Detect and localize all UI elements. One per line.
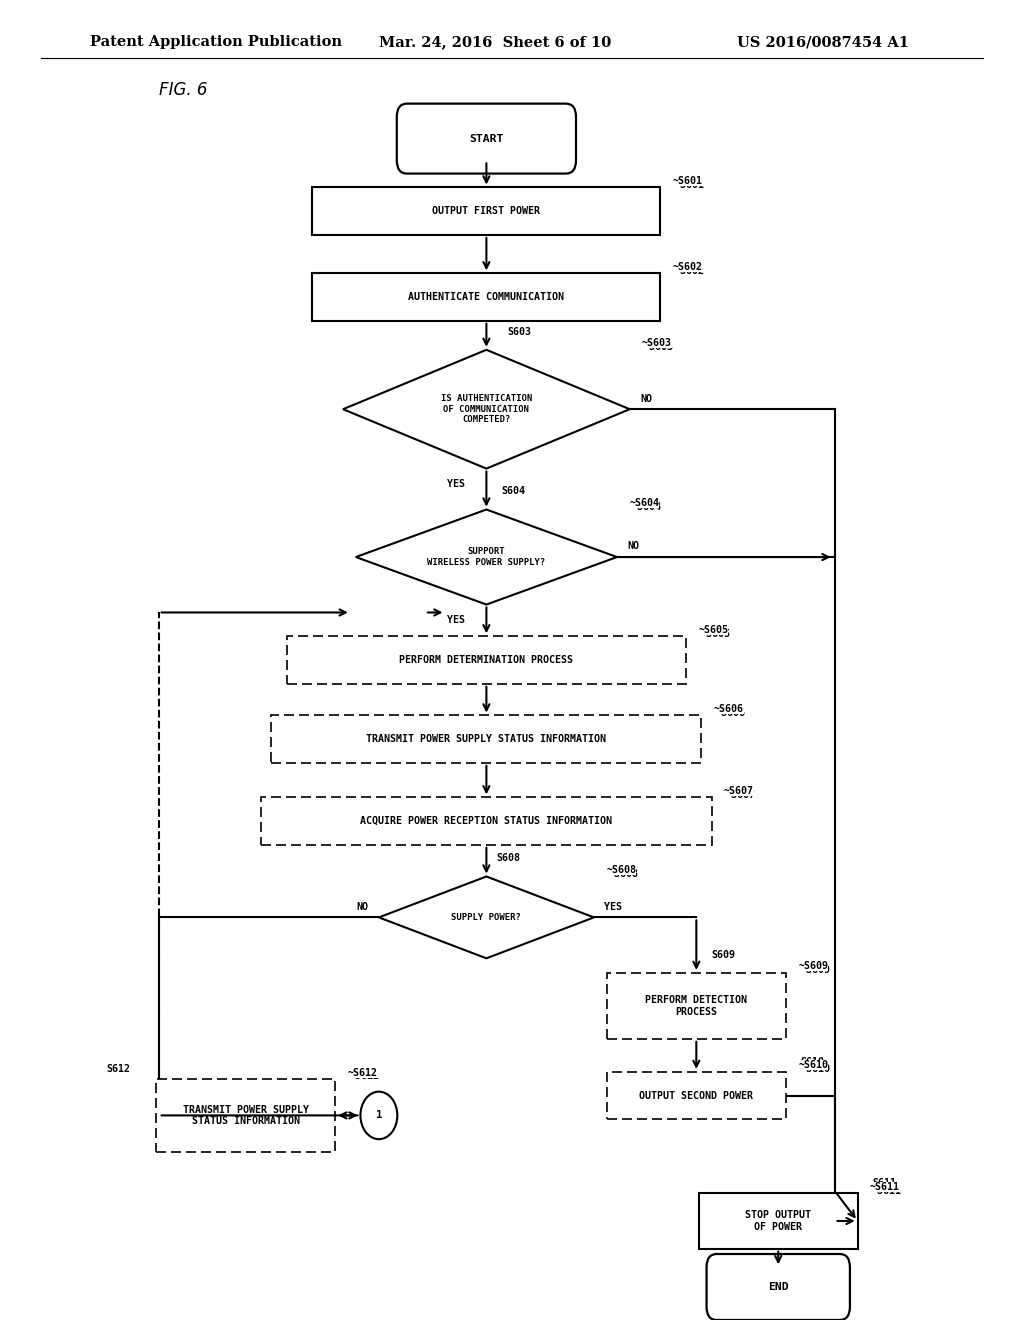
Text: ~S601: ~S601 xyxy=(673,176,702,186)
Text: ~S605: ~S605 xyxy=(700,628,730,639)
Circle shape xyxy=(360,1092,397,1139)
Text: TRANSMIT POWER SUPPLY STATUS INFORMATION: TRANSMIT POWER SUPPLY STATUS INFORMATION xyxy=(367,734,606,744)
Text: S610: S610 xyxy=(801,1056,824,1067)
Text: NO: NO xyxy=(640,393,652,404)
Text: PERFORM DETECTION
PROCESS: PERFORM DETECTION PROCESS xyxy=(645,995,748,1016)
Text: SUPPORT
WIRELESS POWER SUPPLY?: SUPPORT WIRELESS POWER SUPPLY? xyxy=(427,548,546,566)
Text: S612: S612 xyxy=(106,1064,131,1074)
Text: OUTPUT SECOND POWER: OUTPUT SECOND POWER xyxy=(639,1090,754,1101)
Bar xyxy=(261,797,712,845)
Text: TRANSMIT POWER SUPPLY
STATUS INFORMATION: TRANSMIT POWER SUPPLY STATUS INFORMATION xyxy=(182,1105,309,1126)
Text: ~S607: ~S607 xyxy=(724,785,754,796)
Text: ~S612: ~S612 xyxy=(350,1072,380,1081)
Text: AUTHENTICATE COMMUNICATION: AUTHENTICATE COMMUNICATION xyxy=(409,292,564,302)
Text: ~S601: ~S601 xyxy=(675,180,705,190)
Polygon shape xyxy=(356,510,616,605)
Text: ~S606: ~S606 xyxy=(714,704,743,714)
Bar xyxy=(156,1080,336,1151)
Polygon shape xyxy=(343,350,630,469)
Bar xyxy=(606,1072,786,1119)
Text: END: END xyxy=(768,1282,788,1292)
Text: S603: S603 xyxy=(507,326,530,337)
Bar xyxy=(312,273,660,321)
Text: S608: S608 xyxy=(497,853,520,863)
Text: ~S605: ~S605 xyxy=(698,624,728,635)
FancyBboxPatch shape xyxy=(396,103,575,173)
FancyBboxPatch shape xyxy=(707,1254,850,1320)
Text: ~S603: ~S603 xyxy=(644,342,674,352)
Polygon shape xyxy=(379,876,594,958)
Text: OUTPUT FIRST POWER: OUTPUT FIRST POWER xyxy=(432,206,541,216)
Bar xyxy=(606,973,786,1039)
Bar xyxy=(698,1193,858,1249)
Text: ~S612: ~S612 xyxy=(348,1068,378,1077)
Text: SUPPLY POWER?: SUPPLY POWER? xyxy=(452,913,521,921)
Text: ~S602: ~S602 xyxy=(675,265,705,276)
Text: PERFORM DETERMINATION PROCESS: PERFORM DETERMINATION PROCESS xyxy=(399,655,573,665)
Text: ~S609: ~S609 xyxy=(801,965,830,975)
Text: START: START xyxy=(469,133,504,144)
Text: S611: S611 xyxy=(872,1177,896,1188)
Text: Mar. 24, 2016  Sheet 6 of 10: Mar. 24, 2016 Sheet 6 of 10 xyxy=(379,36,611,49)
Text: ~S610: ~S610 xyxy=(799,1060,828,1071)
Text: ~S606: ~S606 xyxy=(716,708,745,718)
Text: NO: NO xyxy=(356,902,369,912)
Text: 1: 1 xyxy=(376,1110,382,1121)
Bar xyxy=(287,636,686,684)
Text: S604: S604 xyxy=(502,486,525,496)
Text: ACQUIRE POWER RECEPTION STATUS INFORMATION: ACQUIRE POWER RECEPTION STATUS INFORMATI… xyxy=(360,816,612,826)
Text: S609: S609 xyxy=(712,949,735,960)
Text: ~S609: ~S609 xyxy=(799,961,828,972)
Text: ~S607: ~S607 xyxy=(726,789,756,800)
Text: ~S611: ~S611 xyxy=(870,1181,900,1192)
Text: STOP OUTPUT
OF POWER: STOP OUTPUT OF POWER xyxy=(745,1210,811,1232)
Text: YES: YES xyxy=(446,479,465,490)
Text: Patent Application Publication: Patent Application Publication xyxy=(90,36,342,49)
Text: ~S604: ~S604 xyxy=(629,498,659,508)
Text: ~S604: ~S604 xyxy=(631,502,662,512)
Text: ~S603: ~S603 xyxy=(642,338,672,348)
Text: NO: NO xyxy=(627,541,639,552)
Text: YES: YES xyxy=(604,902,623,912)
Text: US 2016/0087454 A1: US 2016/0087454 A1 xyxy=(737,36,909,49)
Bar xyxy=(312,187,660,235)
Text: ~S611: ~S611 xyxy=(872,1185,902,1196)
Text: IS AUTHENTICATION
OF COMMUNICATION
COMPETED?: IS AUTHENTICATION OF COMMUNICATION COMPE… xyxy=(440,395,532,424)
Text: ~S602: ~S602 xyxy=(673,261,702,272)
Text: ~S608: ~S608 xyxy=(608,869,638,879)
Text: ~S608: ~S608 xyxy=(606,865,636,875)
Text: FIG. 6: FIG. 6 xyxy=(159,81,207,99)
Bar xyxy=(271,715,701,763)
Text: YES: YES xyxy=(446,615,465,626)
Text: ~S610: ~S610 xyxy=(801,1064,830,1074)
